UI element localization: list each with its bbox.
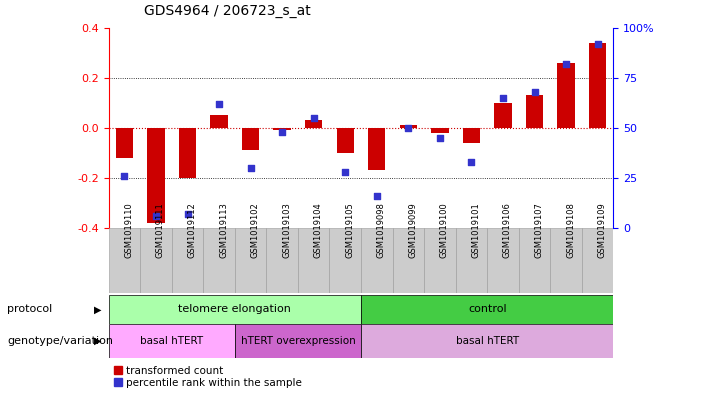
Point bbox=[245, 165, 257, 171]
Point bbox=[529, 88, 540, 95]
Text: GSM1019102: GSM1019102 bbox=[251, 202, 259, 258]
Text: GSM1019100: GSM1019100 bbox=[440, 202, 449, 258]
Text: control: control bbox=[468, 305, 507, 314]
Bar bbox=[179, 128, 196, 178]
Point bbox=[277, 129, 288, 135]
Bar bbox=[400, 125, 417, 128]
Point bbox=[592, 40, 604, 47]
Bar bbox=[109, 228, 140, 293]
Text: GSM1019098: GSM1019098 bbox=[377, 202, 386, 258]
Bar bbox=[273, 128, 291, 130]
Bar bbox=[242, 128, 259, 150]
Point bbox=[435, 134, 446, 141]
Text: GSM1019109: GSM1019109 bbox=[597, 202, 606, 258]
Bar bbox=[116, 128, 133, 158]
Text: basal hTERT: basal hTERT bbox=[456, 336, 519, 346]
Bar bbox=[235, 228, 266, 293]
Point bbox=[308, 115, 320, 121]
Text: hTERT overexpression: hTERT overexpression bbox=[240, 336, 355, 346]
Text: ▶: ▶ bbox=[94, 305, 102, 314]
Point bbox=[119, 173, 130, 179]
Bar bbox=[235, 324, 361, 358]
Bar bbox=[336, 128, 354, 153]
Text: ▶: ▶ bbox=[94, 336, 102, 346]
Bar bbox=[463, 128, 480, 143]
Text: GSM1019110: GSM1019110 bbox=[125, 202, 133, 258]
Bar bbox=[526, 95, 543, 128]
Bar bbox=[266, 228, 298, 293]
Bar bbox=[494, 103, 512, 128]
Text: GSM1019099: GSM1019099 bbox=[408, 202, 417, 258]
Point bbox=[498, 94, 509, 101]
Bar bbox=[519, 228, 550, 293]
Text: telomere elongation: telomere elongation bbox=[178, 305, 292, 314]
Point bbox=[340, 169, 351, 175]
Bar bbox=[487, 228, 519, 293]
Bar bbox=[589, 42, 606, 128]
Text: GSM1019104: GSM1019104 bbox=[314, 202, 322, 258]
Point bbox=[561, 61, 572, 67]
Bar bbox=[329, 228, 361, 293]
Bar bbox=[298, 228, 329, 293]
Bar bbox=[203, 228, 235, 293]
Text: GSM1019101: GSM1019101 bbox=[471, 202, 480, 258]
Bar bbox=[109, 324, 235, 358]
Bar bbox=[140, 228, 172, 293]
Bar bbox=[393, 228, 424, 293]
Bar bbox=[424, 228, 456, 293]
Bar bbox=[361, 324, 613, 358]
Point bbox=[182, 211, 193, 217]
Bar bbox=[361, 228, 393, 293]
Bar bbox=[431, 128, 449, 133]
Text: GSM1019103: GSM1019103 bbox=[283, 202, 291, 258]
Bar bbox=[550, 228, 582, 293]
Text: GSM1019106: GSM1019106 bbox=[503, 202, 512, 258]
Text: protocol: protocol bbox=[7, 305, 53, 314]
Legend: transformed count, percentile rank within the sample: transformed count, percentile rank withi… bbox=[114, 366, 302, 388]
Bar bbox=[109, 295, 361, 324]
Bar bbox=[172, 228, 203, 293]
Bar bbox=[368, 128, 386, 170]
Point bbox=[466, 159, 477, 165]
Bar bbox=[361, 295, 613, 324]
Bar bbox=[456, 228, 487, 293]
Point bbox=[372, 193, 383, 199]
Point bbox=[151, 213, 162, 219]
Text: basal hTERT: basal hTERT bbox=[140, 336, 203, 346]
Bar bbox=[582, 228, 613, 293]
Bar bbox=[305, 120, 322, 128]
Text: GSM1019108: GSM1019108 bbox=[566, 202, 575, 258]
Text: GSM1019107: GSM1019107 bbox=[535, 202, 543, 258]
Point bbox=[403, 125, 414, 131]
Text: GSM1019111: GSM1019111 bbox=[156, 202, 165, 258]
Text: GSM1019112: GSM1019112 bbox=[188, 202, 196, 258]
Bar bbox=[557, 62, 575, 128]
Bar bbox=[147, 128, 165, 223]
Bar bbox=[210, 115, 228, 128]
Text: GDS4964 / 206723_s_at: GDS4964 / 206723_s_at bbox=[144, 4, 311, 18]
Text: genotype/variation: genotype/variation bbox=[7, 336, 113, 346]
Text: GSM1019113: GSM1019113 bbox=[219, 202, 228, 258]
Point bbox=[214, 101, 225, 107]
Text: GSM1019105: GSM1019105 bbox=[346, 202, 354, 258]
